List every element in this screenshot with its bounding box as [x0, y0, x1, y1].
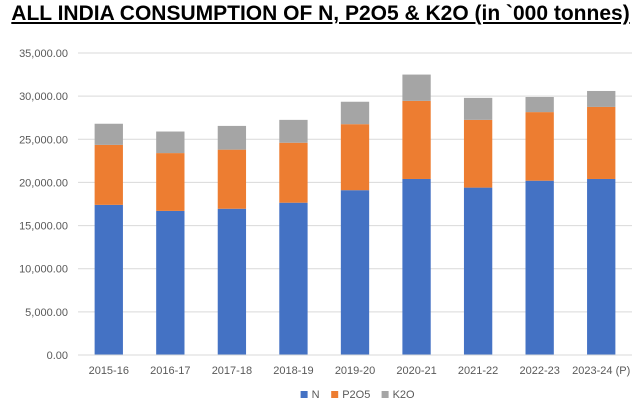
bar-k2o-2022-23	[525, 97, 554, 113]
bar-p2o5-2019-20	[340, 124, 370, 191]
bar-k2o-2015-16	[94, 123, 123, 145]
y-tick-label: 20,000.00	[19, 177, 68, 189]
bar-n-2017-18	[217, 208, 247, 355]
bars	[94, 74, 616, 355]
x-tick-label: 2020-21	[396, 365, 436, 377]
bar-n-2022-23	[525, 180, 554, 355]
bar-p2o5-2020-21	[402, 100, 431, 179]
bar-k2o-2021-22	[463, 97, 493, 120]
x-tick-label: 2023-24 (P)	[572, 365, 630, 377]
x-axis-ticks: 2015-16 2016-17 2017-18 2018-19 2019-20 2020-…	[89, 365, 631, 377]
bar-k2o-2018-19	[279, 119, 308, 143]
legend-label-k2o: K2O	[393, 389, 415, 401]
bar-p2o5-2022-23	[525, 112, 554, 181]
legend-label-p2o5: P2O5	[342, 389, 370, 401]
bar-n-2018-19	[279, 202, 308, 355]
bar-p2o5-2021-22	[463, 119, 493, 188]
y-tick-label: 0.00	[47, 350, 68, 362]
bar-k2o-2016-17	[156, 131, 185, 154]
bar-n-2015-16	[94, 204, 123, 355]
legend-swatch-n	[300, 391, 308, 398]
bar-p2o5-2023-24 (P)	[587, 106, 616, 179]
bar-p2o5-2017-18	[217, 149, 247, 209]
bar-k2o-2019-20	[340, 101, 370, 125]
legend: N P2O5 K2O	[300, 389, 415, 401]
x-tick-label: 2022-23	[519, 365, 559, 377]
y-tick-label: 25,000.00	[19, 134, 68, 146]
y-tick-label: 15,000.00	[19, 221, 68, 233]
bar-n-2021-22	[463, 187, 493, 355]
y-tick-label: 30,000.00	[19, 91, 68, 103]
x-tick-label: 2021-22	[458, 365, 498, 377]
bar-n-2023-24 (P)	[587, 178, 616, 355]
bar-n-2019-20	[340, 190, 370, 355]
x-tick-label: 2019-20	[335, 365, 375, 377]
bar-k2o-2020-21	[402, 74, 431, 101]
x-tick-label: 2018-19	[273, 365, 313, 377]
bar-k2o-2017-18	[217, 125, 247, 150]
bar-n-2016-17	[156, 210, 185, 355]
bar-n-2020-21	[402, 178, 431, 355]
y-tick-label: 10,000.00	[19, 264, 68, 276]
bar-k2o-2023-24 (P)	[587, 90, 616, 107]
bar-p2o5-2016-17	[156, 153, 185, 211]
y-axis-ticks: 0.00 5,000.00 10,000.00 15,000.00 20,000.00 2…	[19, 48, 68, 362]
legend-swatch-k2o	[381, 391, 389, 398]
x-tick-label: 2017-18	[212, 365, 252, 377]
y-tick-label: 5,000.00	[25, 307, 68, 319]
legend-label-n: N	[312, 389, 320, 401]
x-tick-label: 2015-16	[89, 365, 129, 377]
y-tick-label: 35,000.00	[19, 48, 68, 60]
x-tick-label: 2016-17	[150, 365, 190, 377]
bar-p2o5-2018-19	[279, 142, 308, 203]
legend-swatch-p2o5	[331, 391, 339, 398]
chart-title: ALL INDIA CONSUMPTION OF N, P2O5 & K2O (…	[11, 2, 630, 25]
bar-p2o5-2015-16	[94, 144, 123, 205]
